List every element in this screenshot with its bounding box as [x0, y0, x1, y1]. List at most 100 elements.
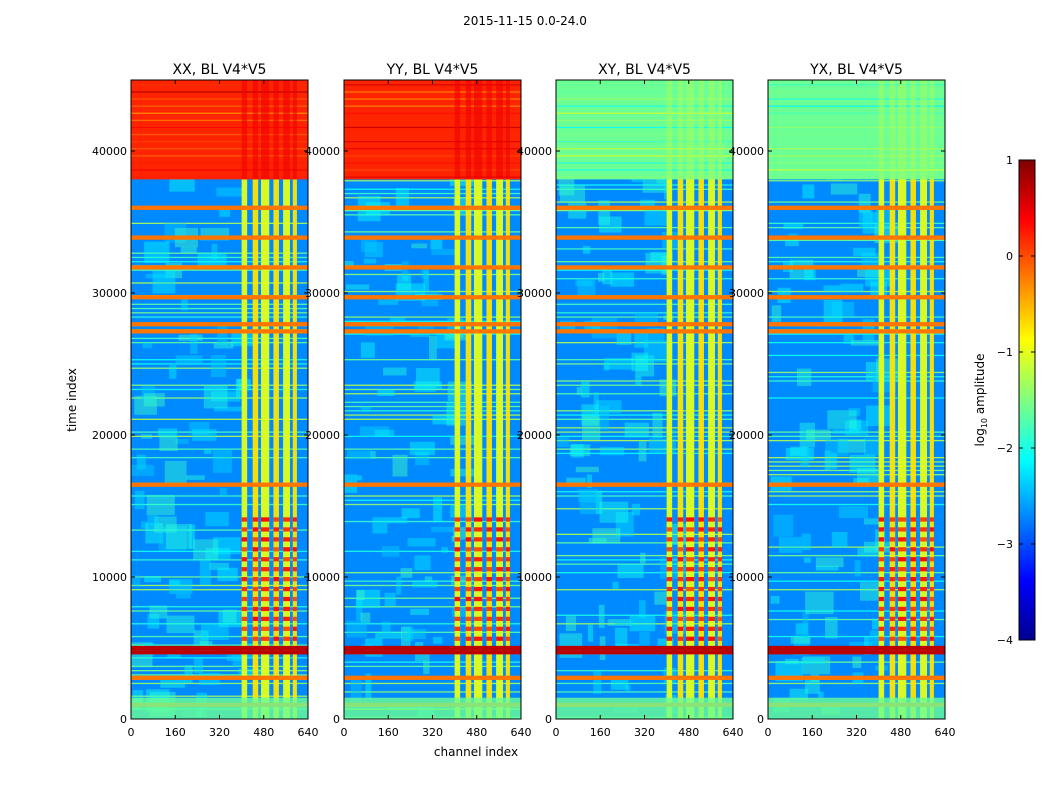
rfi-row: [768, 675, 945, 680]
x-tick-label: 480: [466, 726, 487, 739]
colorbar-tick-label: 1: [1006, 154, 1013, 167]
x-tick-label: 640: [723, 726, 744, 739]
rfi-row: [768, 295, 945, 300]
y-tick-label: 30000: [92, 287, 127, 300]
rfi-row: [131, 295, 308, 300]
rfi-row: [556, 482, 733, 487]
y-tick-label: 0: [545, 713, 552, 726]
y-tick-label: 0: [757, 713, 764, 726]
panel-title: YX, BL V4*V5: [809, 62, 903, 78]
panel-0: XX, BL V4*V5 0 160 320 480 640 0 10000 20000 3000…: [92, 62, 319, 739]
rfi-row: [344, 295, 521, 300]
colorbar-tick-label: 0: [1006, 250, 1013, 263]
colorbar-tick-label: −4: [997, 634, 1013, 647]
rfi-row: [131, 675, 308, 680]
colorbar-tick-label: −1: [997, 346, 1013, 359]
x-tick-label: 320: [422, 726, 443, 739]
rfi-row: [344, 265, 521, 270]
panel-title: YY, BL V4*V5: [386, 62, 479, 78]
panel-title: XY, BL V4*V5: [598, 62, 691, 78]
x-tick-label: 640: [511, 726, 532, 739]
rfi-row: [556, 650, 733, 655]
colorbar-tick-label: −3: [997, 538, 1013, 551]
colorbar-label-suffix: amplitude: [972, 353, 987, 418]
x-tick-label: 160: [802, 726, 823, 739]
figure-title: 2015-11-15 0.0-24.0: [463, 14, 587, 28]
panel-3: YX, BL V4*V5 0 160 320 480 640 0 10000 20000 3000…: [729, 62, 956, 739]
rfi-row: [344, 205, 521, 210]
panel-1: YY, BL V4*V5 0 160 320 480 640 0 10000 20000 3000…: [305, 62, 532, 739]
rfi-row: [768, 265, 945, 270]
y-tick-label: 0: [333, 713, 340, 726]
rfi-row: [344, 482, 521, 487]
rfi-row: [131, 645, 308, 651]
rfi-row: [768, 645, 945, 651]
y-tick-label: 10000: [517, 571, 552, 584]
x-tick-label: 480: [890, 726, 911, 739]
rfi-row: [556, 265, 733, 270]
x-tick-label: 320: [634, 726, 655, 739]
rfi-row: [556, 322, 733, 327]
panel-title: XX, BL V4*V5: [173, 62, 267, 78]
y-tick-label: 20000: [92, 429, 127, 442]
y-tick-label: 20000: [729, 429, 764, 442]
panel-2: XY, BL V4*V5 0 160 320 480 640 0 10000 20000 3000…: [517, 62, 744, 739]
x-tick-label: 640: [298, 726, 319, 739]
rfi-row: [556, 675, 733, 680]
y-tick-label: 30000: [305, 287, 340, 300]
y-tick-label: 40000: [517, 145, 552, 158]
x-tick-label: 160: [590, 726, 611, 739]
x-tick-label: 0: [765, 726, 772, 739]
rfi-row: [131, 235, 308, 240]
rfi-row: [768, 205, 945, 210]
colorbar-label-sub: 10: [980, 417, 990, 429]
rfi-row: [768, 235, 945, 240]
colorbar-gradient: [1018, 159, 1036, 641]
y-tick-label: 40000: [729, 145, 764, 158]
x-tick-label: 160: [165, 726, 186, 739]
heatmap-image: [131, 80, 308, 719]
rfi-row: [556, 295, 733, 300]
y-tick-label: 10000: [92, 571, 127, 584]
y-tick-label: 20000: [517, 429, 552, 442]
x-tick-label: 0: [341, 726, 348, 739]
rfi-row: [556, 235, 733, 240]
rfi-row: [556, 205, 733, 210]
x-axis-label: channel index: [433, 745, 519, 759]
x-tick-label: 480: [678, 726, 699, 739]
x-tick-label: 160: [378, 726, 399, 739]
rfi-row: [768, 482, 945, 487]
y-tick-label: 0: [120, 713, 127, 726]
rfi-row: [768, 329, 945, 334]
rfi-row: [344, 235, 521, 240]
rfi-row: [344, 675, 521, 680]
rfi-row: [344, 329, 521, 334]
y-tick-label: 40000: [92, 145, 127, 158]
x-tick-label: 320: [209, 726, 230, 739]
heatmap-image: [556, 80, 733, 719]
colorbar-label-prefix: log: [972, 428, 987, 447]
rfi-row: [131, 329, 308, 334]
rfi-row: [556, 645, 733, 651]
x-tick-label: 0: [128, 726, 135, 739]
y-tick-label: 10000: [305, 571, 340, 584]
y-tick-label: 20000: [305, 429, 340, 442]
y-tick-label: 30000: [517, 287, 552, 300]
y-tick-label: 30000: [729, 287, 764, 300]
rfi-row: [131, 205, 308, 210]
rfi-row: [556, 329, 733, 334]
y-tick-label: 10000: [729, 571, 764, 584]
colorbar-label-text: log10 amplitude: [973, 354, 989, 447]
y-axis-label-text: time index: [65, 368, 79, 432]
rfi-row: [768, 322, 945, 327]
x-tick-label: 0: [553, 726, 560, 739]
heatmap-image: [344, 80, 521, 719]
rfi-row: [131, 322, 308, 327]
rfi-row: [768, 650, 945, 655]
rfi-row: [131, 650, 308, 655]
colorbar-tick-label: −2: [997, 442, 1013, 455]
rfi-row: [131, 265, 308, 270]
y-tick-label: 40000: [305, 145, 340, 158]
heatmap-image: [768, 80, 945, 719]
